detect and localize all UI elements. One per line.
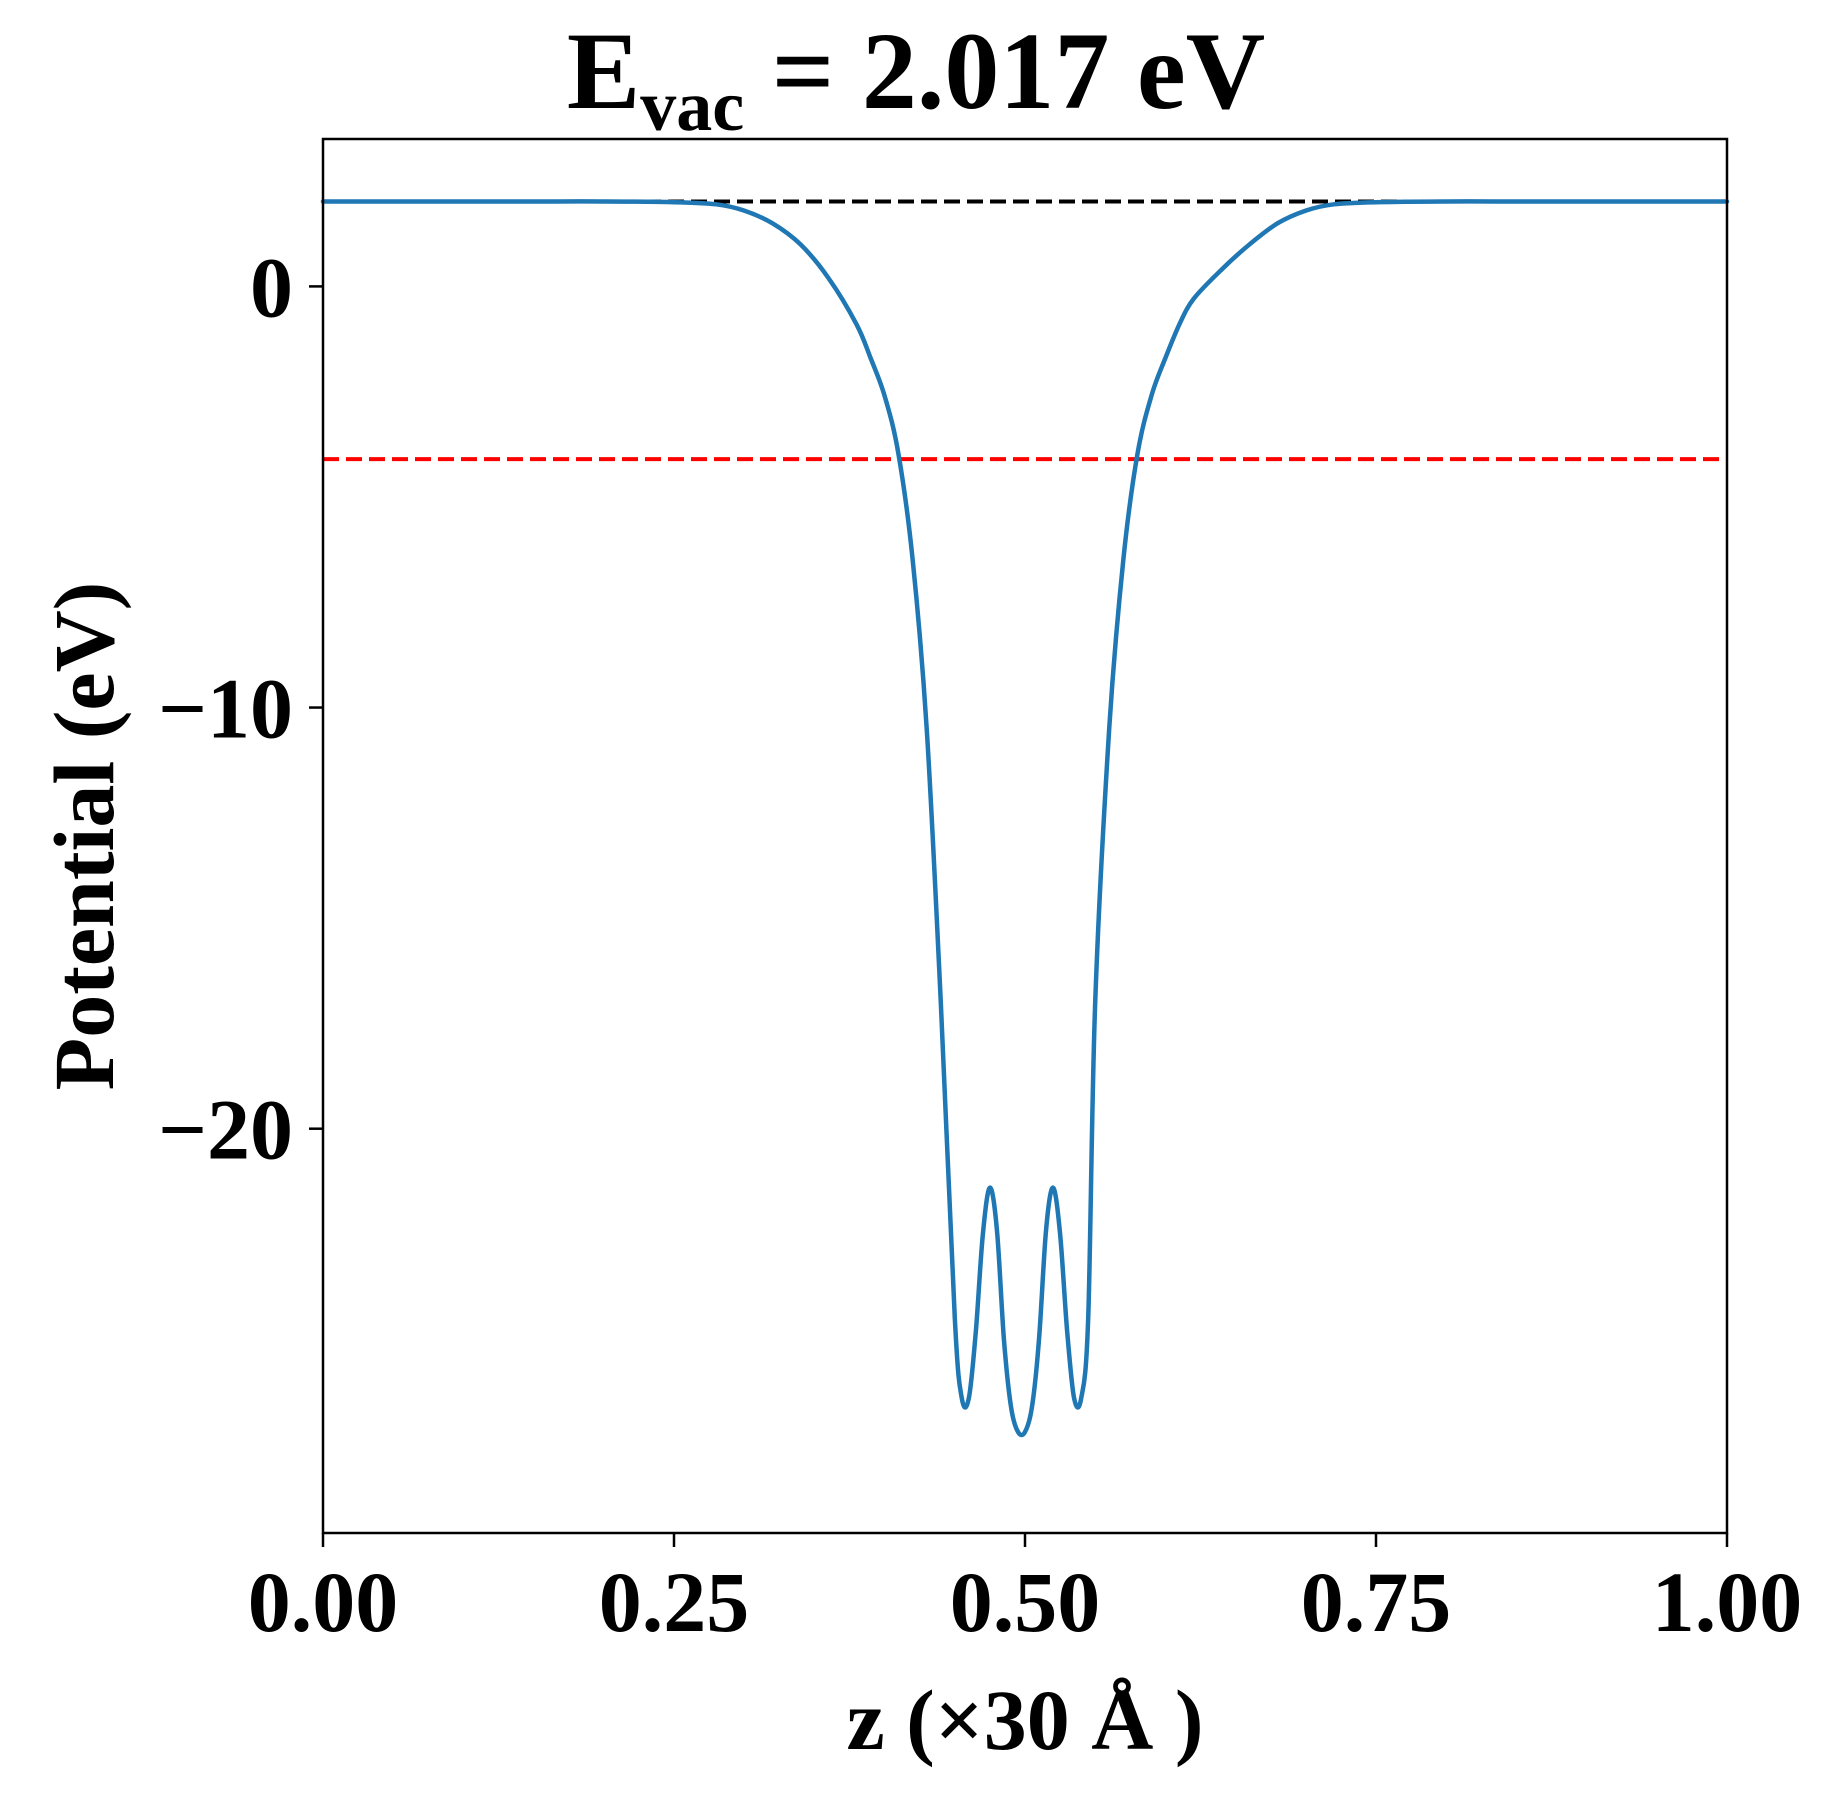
chart-title-main: E [567, 10, 640, 132]
x-tick-label: 0.25 [599, 1554, 750, 1650]
y-axis: 0 −10 −20 [158, 239, 323, 1178]
y-axis-label: Potential (eV) [36, 582, 132, 1091]
x-tick-label: 0.50 [950, 1554, 1101, 1650]
x-axis-label: z (×30 Å ) [846, 1672, 1203, 1768]
y-tick-label: −10 [158, 661, 293, 757]
x-tick-label: 1.00 [1652, 1554, 1803, 1650]
potential-curve [320, 199, 1730, 1438]
x-tick-label: 0.00 [248, 1554, 399, 1650]
chart-title-suffix: = 2.017 eV [744, 10, 1265, 132]
chart-title: Evac = 2.017 eV [567, 10, 1265, 146]
x-tick-label: 0.75 [1301, 1554, 1452, 1650]
y-tick-label: 0 [250, 239, 293, 335]
x-axis: 0.00 0.25 0.50 0.75 1.00 [248, 1533, 1803, 1650]
plot-area: 0.00 0.25 0.50 0.75 1.00 0 −10 −20 [158, 137, 1803, 1650]
chart-title-subscript: vac [640, 66, 744, 146]
y-tick-label: −20 [158, 1082, 293, 1178]
